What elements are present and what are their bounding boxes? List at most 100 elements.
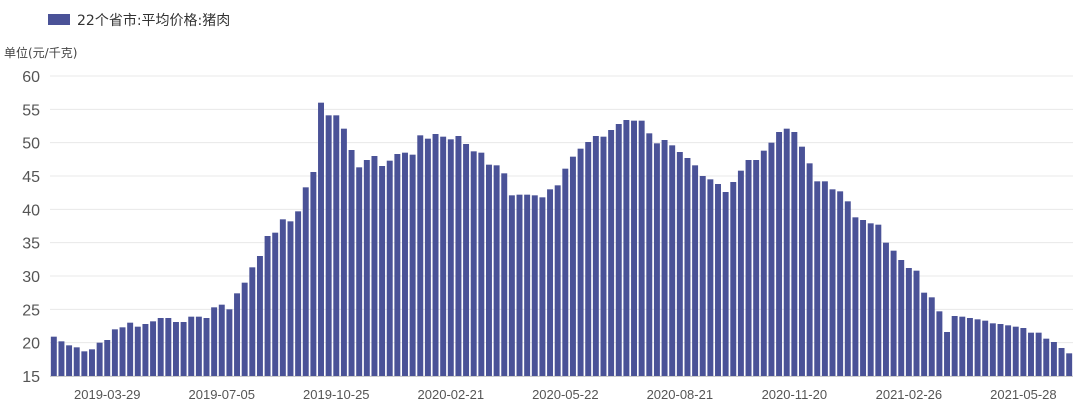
bar	[302, 187, 309, 376]
bar	[959, 316, 966, 376]
bar	[172, 322, 179, 376]
bar	[508, 195, 515, 376]
bar	[577, 148, 584, 376]
legend-label: 22个省市:平均价格:猪肉	[77, 12, 230, 29]
bar	[111, 329, 118, 376]
bar	[333, 115, 340, 376]
bar	[272, 232, 279, 376]
bar	[119, 327, 126, 376]
bar	[157, 318, 164, 376]
bar	[50, 336, 57, 376]
y-tick-label: 25	[22, 302, 40, 319]
bar	[913, 270, 920, 376]
bar	[646, 133, 653, 376]
bar	[1012, 326, 1019, 376]
bar	[424, 138, 431, 376]
y-tick-label: 35	[22, 236, 40, 253]
bar	[318, 102, 324, 377]
bar	[66, 345, 73, 376]
bar	[890, 250, 897, 376]
bar	[997, 324, 1004, 376]
y-tick-label: 40	[22, 202, 40, 219]
bar	[1043, 338, 1050, 376]
bar	[150, 321, 157, 376]
bar	[394, 154, 401, 376]
x-tick-label: 2019-07-05	[189, 387, 256, 402]
bar	[440, 136, 447, 376]
bar	[799, 146, 805, 376]
bar	[768, 142, 775, 376]
bar	[1035, 332, 1042, 376]
bar	[279, 219, 286, 376]
bar	[600, 136, 607, 376]
bar	[837, 191, 844, 376]
bar	[821, 181, 828, 376]
bar	[715, 184, 721, 376]
bar	[287, 221, 294, 376]
bar	[753, 160, 760, 376]
bar	[936, 311, 943, 376]
bar	[211, 307, 218, 376]
bar	[1050, 342, 1057, 376]
bar	[203, 318, 210, 376]
gridlines	[50, 75, 1073, 377]
y-tick-label: 50	[22, 136, 40, 153]
bar	[463, 144, 470, 376]
y-tick-label: 60	[22, 69, 40, 86]
bar	[1020, 328, 1027, 376]
bar	[806, 163, 813, 376]
bar	[882, 242, 889, 376]
bar	[699, 176, 706, 376]
bar	[844, 201, 851, 376]
bar	[974, 319, 981, 376]
y-axis: 15 20 25 30 35 40 45 50 55 60	[22, 69, 40, 386]
x-tick-label: 2020-11-20	[762, 387, 828, 402]
bar	[195, 316, 202, 376]
bar	[898, 260, 905, 376]
bar	[1028, 332, 1034, 376]
bar	[409, 154, 416, 376]
bar	[722, 192, 729, 376]
y-tick-label: 20	[22, 336, 40, 353]
bar	[928, 297, 935, 376]
bar	[417, 135, 424, 376]
bar	[58, 341, 65, 376]
bar	[432, 134, 439, 376]
bar	[730, 182, 737, 376]
bar	[951, 316, 958, 376]
bar	[180, 322, 187, 376]
legend[interactable]: 22个省市:平均价格:猪肉	[48, 12, 230, 29]
bar	[829, 189, 836, 376]
bar	[493, 165, 500, 376]
bar	[89, 349, 95, 376]
bar	[982, 320, 989, 376]
bar	[386, 160, 393, 376]
bar	[249, 267, 256, 376]
bar	[81, 351, 88, 376]
bar	[241, 282, 248, 376]
bar	[188, 316, 195, 376]
bar	[676, 152, 683, 376]
bar	[745, 160, 752, 376]
bar	[539, 197, 546, 376]
bar	[814, 181, 821, 376]
bar	[944, 332, 951, 376]
bar	[737, 170, 744, 376]
bar	[585, 142, 592, 376]
bar	[653, 143, 660, 376]
bar	[631, 120, 637, 376]
bar	[623, 120, 630, 376]
bar	[562, 168, 569, 376]
y-tick-label: 55	[22, 102, 40, 119]
x-tick-label: 2020-02-21	[418, 387, 485, 402]
bar	[96, 342, 103, 376]
bar	[760, 150, 767, 376]
x-tick-label: 2020-08-21	[647, 387, 714, 402]
bar-series	[50, 102, 1073, 377]
x-tick-label: 2020-05-22	[532, 387, 599, 402]
y-tick-label: 30	[22, 269, 40, 286]
bar	[73, 347, 80, 376]
bar	[486, 164, 492, 376]
bar	[310, 172, 317, 376]
bar	[860, 220, 867, 376]
